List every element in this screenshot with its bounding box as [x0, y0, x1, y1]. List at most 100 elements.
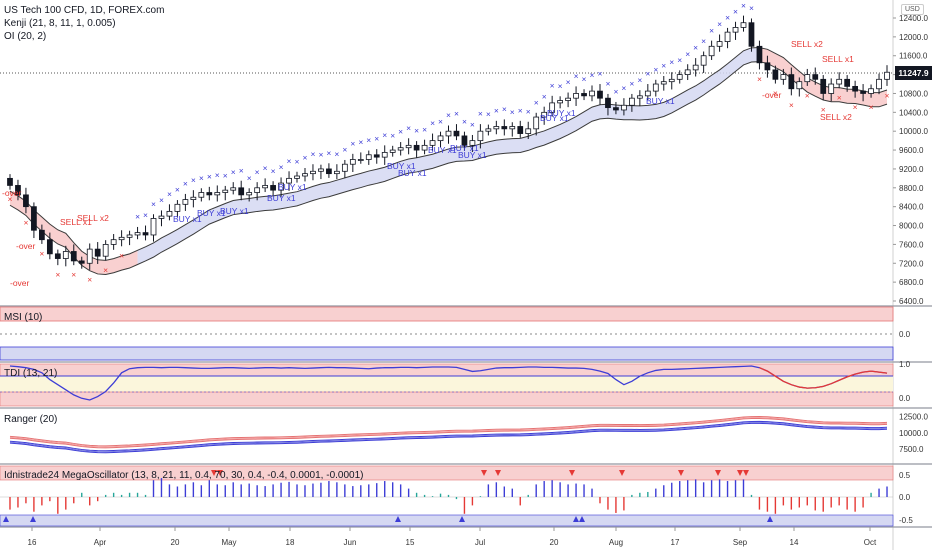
candle-body	[493, 126, 500, 130]
candle-body	[214, 192, 221, 196]
stop-marker: ×	[406, 123, 411, 133]
candle-body	[636, 95, 643, 99]
candle-body	[23, 194, 29, 208]
stop-marker: ×	[310, 149, 315, 159]
tdi-bearish-line	[759, 367, 888, 389]
candle-body	[190, 196, 197, 200]
stop-marker: ×	[701, 36, 706, 46]
stop-marker: ×	[199, 173, 204, 183]
candle-body	[796, 81, 803, 90]
stop-marker: ×	[87, 274, 92, 284]
msi-tick-label: 0.0	[899, 330, 911, 339]
sell-triangle-marker	[217, 470, 223, 476]
candle-body	[270, 185, 276, 191]
oi-indicator-label[interactable]: OI (20, 2)	[4, 31, 47, 42]
stop-marker: ×	[510, 107, 515, 117]
stop-marker: ×	[390, 130, 395, 140]
candle-body	[341, 163, 348, 172]
candle-body	[302, 173, 308, 177]
candle-body	[684, 69, 691, 75]
candle-body	[174, 203, 181, 212]
candle-body	[748, 22, 755, 47]
over-label: -over	[762, 90, 782, 100]
candle-body	[589, 90, 595, 97]
stop-marker: ×	[717, 19, 722, 29]
stop-marker: ×	[350, 138, 355, 148]
stop-marker: ×	[853, 102, 858, 112]
tdi-lower-zone	[0, 391, 894, 407]
stop-marker: ×	[231, 167, 236, 177]
candle-body	[158, 215, 165, 219]
stop-marker: ×	[837, 93, 842, 103]
price-tick-label: 8000.0	[899, 222, 924, 231]
sell-triangle-marker	[495, 470, 501, 476]
candle-body	[254, 187, 261, 193]
candle-body	[461, 135, 468, 146]
candle-body	[533, 116, 540, 130]
buy-signal-label: BUY x1	[450, 143, 479, 153]
stop-marker: ×	[605, 79, 610, 89]
stop-marker: ×	[709, 25, 714, 35]
stop-marker: ×	[303, 153, 308, 163]
stop-marker: ×	[590, 70, 595, 80]
last-price-tag: 11247.9	[895, 66, 932, 80]
sell-signal-label: SELL x2	[791, 39, 823, 49]
symbol-title: US Tech 100 CFD, 1D, FOREX.com	[4, 5, 165, 16]
msi-pane-label[interactable]: MSI (10)	[4, 312, 43, 323]
candle-body	[429, 140, 436, 146]
stop-marker: ×	[542, 91, 547, 101]
stop-marker: ×	[885, 90, 890, 100]
candle-body	[78, 260, 85, 264]
candle-body	[557, 100, 563, 104]
buy-signal-label: BUY x1	[197, 208, 226, 218]
candle-body	[884, 71, 890, 80]
currency-badge[interactable]: USD	[901, 4, 924, 15]
buy-triangle-marker	[30, 516, 36, 522]
tdi-pane-label[interactable]: TDI (13, 21)	[4, 368, 58, 379]
price-tick-label: 12000.0	[899, 33, 928, 42]
msi-overbought-zone	[0, 306, 894, 322]
ranger-pane-label[interactable]: Ranger (20)	[4, 414, 58, 425]
stop-marker: ×	[342, 145, 347, 155]
candle-body	[541, 111, 548, 118]
candle-body	[573, 93, 579, 99]
stop-marker: ×	[869, 102, 874, 112]
price-tick-label: 8400.0	[899, 203, 924, 212]
stop-marker: ×	[629, 79, 634, 89]
buy-triangle-marker	[573, 516, 579, 522]
stop-marker: ×	[255, 167, 260, 177]
megaoscillator-pane-label[interactable]: Idnistrade24 MegaOscillator (13, 8, 21, …	[4, 470, 364, 481]
price-tick-label: 6800.0	[899, 278, 924, 287]
stop-marker: ×	[805, 90, 810, 100]
candle-body	[134, 232, 141, 236]
candle-body	[724, 31, 731, 42]
stop-marker: ×	[263, 163, 268, 173]
stop-marker: ×	[39, 248, 44, 258]
candle-body	[485, 128, 492, 132]
buy-triangle-marker	[3, 516, 9, 522]
buy-signal-label: BUY x1	[547, 108, 576, 118]
stop-marker: ×	[151, 199, 156, 209]
time-tick-label: Aug	[609, 538, 623, 547]
msi-oversold-zone	[0, 346, 894, 361]
candle-body	[94, 248, 101, 257]
time-tick-label: Jul	[475, 538, 485, 547]
candle-body	[756, 45, 763, 64]
buy-signal-label: BUY x1	[387, 161, 416, 171]
kenji-indicator-label[interactable]: Kenji (21, 8, 11, 1, 0.005)	[4, 18, 116, 29]
candle-body	[39, 229, 45, 241]
price-tick-label: 11600.0	[899, 52, 928, 61]
candle-body	[102, 243, 109, 257]
buy-triangle-marker	[459, 516, 465, 522]
stop-marker: ×	[669, 57, 674, 67]
stop-marker: ×	[223, 171, 228, 181]
stop-marker: ×	[167, 189, 172, 199]
sell-triangle-marker	[743, 470, 749, 476]
stop-marker: ×	[454, 109, 459, 119]
ranger-tick-label: 7500.0	[899, 445, 924, 454]
candle-body	[660, 81, 667, 85]
stop-marker: ×	[518, 105, 523, 115]
over-label: -over	[16, 241, 36, 251]
candle-body	[70, 251, 77, 262]
